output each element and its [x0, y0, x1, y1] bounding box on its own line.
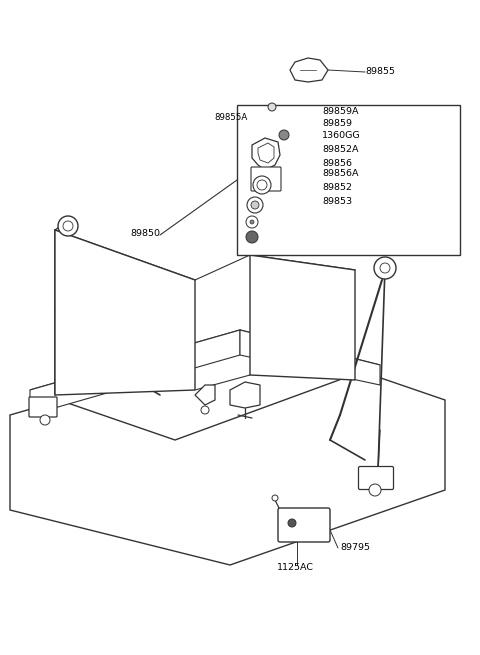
Circle shape — [253, 176, 271, 194]
Circle shape — [251, 201, 259, 209]
Circle shape — [201, 406, 209, 414]
Text: 89859A: 89859A — [322, 107, 359, 117]
Polygon shape — [252, 138, 280, 170]
Text: 1125AC: 1125AC — [277, 563, 314, 572]
FancyBboxPatch shape — [237, 105, 460, 255]
Circle shape — [380, 263, 390, 273]
FancyBboxPatch shape — [29, 397, 57, 417]
Polygon shape — [30, 330, 380, 440]
Circle shape — [63, 221, 73, 231]
Text: 89850: 89850 — [130, 229, 160, 238]
Text: 89853: 89853 — [322, 198, 352, 206]
Polygon shape — [258, 143, 274, 163]
Text: 89852A: 89852A — [322, 145, 359, 155]
Polygon shape — [10, 340, 445, 565]
Polygon shape — [230, 382, 260, 408]
Polygon shape — [290, 58, 328, 82]
Circle shape — [58, 216, 78, 236]
Polygon shape — [30, 330, 240, 415]
Circle shape — [268, 103, 276, 111]
Polygon shape — [250, 255, 355, 380]
Polygon shape — [195, 385, 215, 405]
Polygon shape — [240, 330, 380, 385]
Circle shape — [257, 180, 267, 190]
Polygon shape — [55, 230, 195, 395]
Circle shape — [246, 231, 258, 243]
Circle shape — [374, 257, 396, 279]
Text: 89856A: 89856A — [322, 170, 359, 179]
Text: 1360GG: 1360GG — [322, 132, 360, 141]
Circle shape — [369, 484, 381, 496]
Circle shape — [288, 519, 296, 527]
Text: 89859: 89859 — [322, 119, 352, 128]
Polygon shape — [300, 63, 316, 77]
FancyBboxPatch shape — [359, 466, 394, 489]
Circle shape — [272, 495, 278, 501]
Text: 89795: 89795 — [340, 544, 370, 553]
Circle shape — [279, 130, 289, 140]
Text: 89856: 89856 — [322, 159, 352, 168]
FancyBboxPatch shape — [251, 167, 281, 191]
Circle shape — [247, 197, 263, 213]
Circle shape — [246, 216, 258, 228]
Text: 89855A: 89855A — [215, 113, 248, 122]
FancyBboxPatch shape — [278, 508, 330, 542]
Text: 89855: 89855 — [365, 67, 395, 77]
Text: 89852: 89852 — [322, 183, 352, 193]
Circle shape — [40, 415, 50, 425]
Circle shape — [250, 220, 254, 224]
